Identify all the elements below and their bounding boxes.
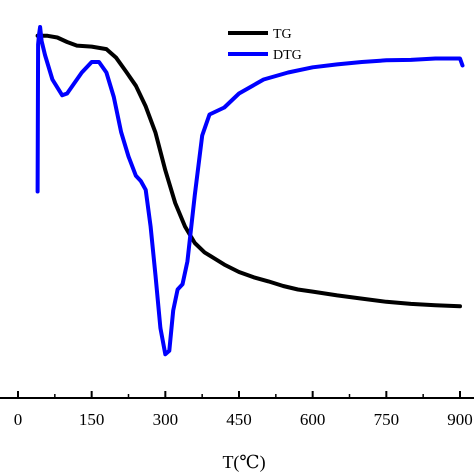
x-tick-label: 600 xyxy=(300,410,326,429)
x-tick-label: 300 xyxy=(153,410,179,429)
legend-label-dtg: DTG xyxy=(273,48,302,63)
plot-area xyxy=(35,25,465,357)
series-line-tg xyxy=(35,33,462,309)
x-tick-label: 0 xyxy=(14,410,23,429)
x-tick-label: 150 xyxy=(79,410,105,429)
x-tick-label: 450 xyxy=(226,410,252,429)
x-tick-label: 750 xyxy=(374,410,400,429)
x-axis: 0 150 300 450 600 750 900 xyxy=(0,391,474,429)
x-tick-label: 900 xyxy=(447,410,473,429)
x-axis-label: T(℃) xyxy=(222,452,265,473)
legend-label-tg: TG xyxy=(273,27,292,42)
legend: TG DTG xyxy=(228,27,302,63)
series-line-dtg xyxy=(35,25,465,357)
